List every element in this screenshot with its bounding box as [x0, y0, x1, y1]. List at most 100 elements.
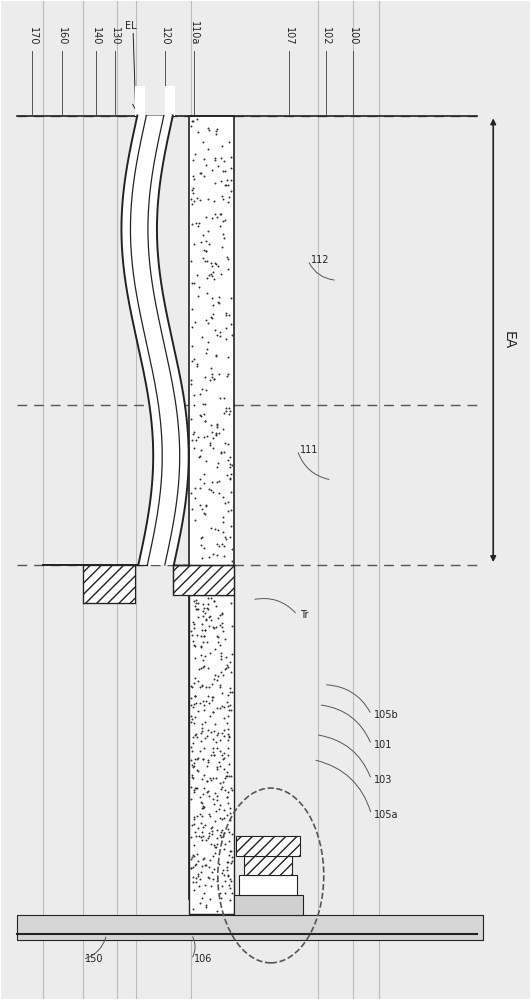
Point [195, 449, 203, 465]
Point [196, 165, 204, 181]
Point [203, 334, 212, 350]
Point [195, 407, 204, 423]
Point [215, 366, 224, 382]
Point [216, 827, 224, 843]
Point [201, 611, 210, 627]
Point [224, 784, 232, 800]
Point [192, 726, 200, 742]
Point [226, 680, 234, 696]
Point [221, 661, 229, 677]
Point [209, 704, 217, 720]
Point [204, 722, 212, 738]
Point [222, 715, 231, 731]
Point [224, 740, 232, 756]
Point [197, 864, 205, 880]
Point [205, 806, 213, 822]
Point [202, 832, 211, 848]
Point [202, 253, 211, 269]
Point [192, 751, 201, 767]
Point [189, 859, 197, 875]
Point [224, 687, 233, 703]
Point [213, 569, 221, 585]
Point [225, 729, 234, 745]
Point [192, 592, 200, 608]
Point [219, 579, 227, 595]
Point [221, 631, 229, 647]
Point [188, 849, 196, 865]
Point [202, 498, 210, 514]
Point [199, 250, 207, 266]
Point [195, 215, 203, 231]
Point [216, 206, 224, 222]
Point [191, 146, 200, 162]
Point [193, 190, 201, 206]
Point [224, 732, 232, 748]
Point [199, 628, 208, 644]
Point [211, 521, 219, 537]
Point [208, 823, 217, 839]
Point [210, 322, 219, 338]
Point [188, 275, 196, 291]
Point [220, 802, 228, 818]
Point [213, 740, 221, 756]
Point [211, 785, 219, 801]
Point [202, 579, 211, 595]
Point [227, 702, 235, 718]
Point [189, 869, 198, 885]
Point [201, 622, 209, 638]
Bar [16, 915, 483, 940]
Point [201, 413, 210, 429]
Point [224, 194, 232, 210]
Point [224, 854, 233, 870]
Point [200, 730, 209, 746]
Point [201, 877, 209, 893]
Point [225, 728, 233, 744]
Point [198, 795, 207, 811]
Point [203, 223, 212, 239]
Point [203, 728, 212, 744]
Point [195, 828, 203, 844]
Point [226, 664, 235, 680]
Point [211, 803, 220, 819]
Point [220, 867, 229, 883]
Point [214, 258, 222, 274]
Point [217, 781, 225, 797]
Point [227, 327, 236, 343]
Point [199, 751, 208, 767]
Point [192, 780, 201, 796]
Point [195, 192, 204, 208]
Point [226, 843, 234, 859]
Point [219, 524, 227, 540]
Point [189, 729, 198, 745]
Point [191, 670, 199, 686]
Point [213, 158, 222, 174]
Point [202, 857, 210, 873]
Point [203, 315, 212, 331]
Point [208, 310, 216, 326]
Point [217, 138, 226, 154]
Point [192, 583, 200, 599]
Point [194, 429, 202, 445]
Point [194, 218, 203, 234]
Point [215, 801, 224, 817]
Point [226, 470, 235, 486]
Point [224, 821, 233, 837]
Point [187, 817, 196, 833]
Point [201, 622, 210, 638]
Point [216, 732, 225, 748]
Point [215, 425, 224, 441]
Point [210, 837, 219, 853]
Point [211, 152, 219, 168]
Bar [75, 1, 101, 999]
Point [193, 703, 202, 719]
Point [205, 481, 213, 497]
Point [192, 215, 200, 231]
Point [208, 692, 216, 708]
Point [213, 474, 221, 490]
Point [211, 839, 220, 855]
Point [198, 583, 206, 599]
Point [203, 428, 212, 444]
Point [213, 455, 222, 471]
Point [190, 387, 199, 403]
Point [199, 828, 207, 844]
